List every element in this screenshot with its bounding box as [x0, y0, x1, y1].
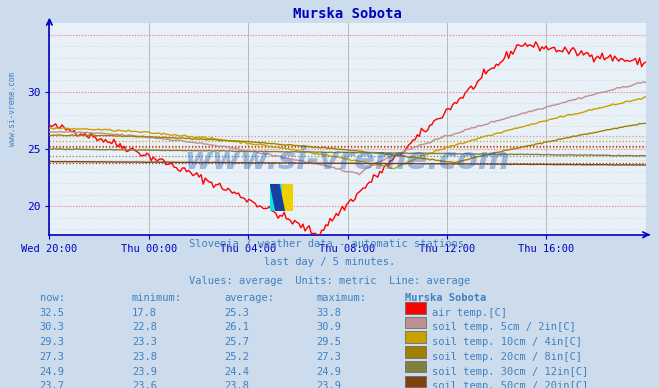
Polygon shape [270, 184, 285, 211]
Text: 22.8: 22.8 [132, 322, 157, 333]
Text: 25.3: 25.3 [224, 308, 249, 318]
Text: 24.9: 24.9 [316, 367, 341, 377]
Text: Slovenia / weather data - automatic stations.: Slovenia / weather data - automatic stat… [189, 239, 470, 249]
Text: 25.7: 25.7 [224, 337, 249, 347]
Text: www.si-vreme.com: www.si-vreme.com [185, 146, 511, 175]
Bar [282, 184, 293, 211]
Text: 24.9: 24.9 [40, 367, 65, 377]
Text: minimum:: minimum: [132, 293, 182, 303]
Text: 24.4: 24.4 [224, 367, 249, 377]
Text: Murska Sobota: Murska Sobota [405, 293, 486, 303]
Text: Values: average  Units: metric  Line: average: Values: average Units: metric Line: aver… [189, 276, 470, 286]
Title: Murska Sobota: Murska Sobota [293, 7, 402, 21]
Text: 33.8: 33.8 [316, 308, 341, 318]
Text: 23.9: 23.9 [132, 367, 157, 377]
Text: 23.9: 23.9 [316, 381, 341, 388]
Text: 23.8: 23.8 [132, 352, 157, 362]
Text: now:: now: [40, 293, 65, 303]
Text: 23.8: 23.8 [224, 381, 249, 388]
Text: 29.3: 29.3 [40, 337, 65, 347]
Text: 27.3: 27.3 [40, 352, 65, 362]
Text: 27.3: 27.3 [316, 352, 341, 362]
Text: maximum:: maximum: [316, 293, 366, 303]
Text: soil temp. 5cm / 2in[C]: soil temp. 5cm / 2in[C] [432, 322, 575, 333]
Text: last day / 5 minutes.: last day / 5 minutes. [264, 257, 395, 267]
Text: 23.7: 23.7 [40, 381, 65, 388]
Text: 25.2: 25.2 [224, 352, 249, 362]
Text: soil temp. 20cm / 8in[C]: soil temp. 20cm / 8in[C] [432, 352, 582, 362]
Text: air temp.[C]: air temp.[C] [432, 308, 507, 318]
Text: 26.1: 26.1 [224, 322, 249, 333]
Text: www.si-vreme.com: www.si-vreme.com [8, 72, 17, 146]
Text: 30.3: 30.3 [40, 322, 65, 333]
Text: average:: average: [224, 293, 274, 303]
Text: soil temp. 30cm / 12in[C]: soil temp. 30cm / 12in[C] [432, 367, 588, 377]
Text: 30.9: 30.9 [316, 322, 341, 333]
Text: 32.5: 32.5 [40, 308, 65, 318]
Bar [270, 184, 282, 211]
Text: 17.8: 17.8 [132, 308, 157, 318]
Text: soil temp. 10cm / 4in[C]: soil temp. 10cm / 4in[C] [432, 337, 582, 347]
Text: 29.5: 29.5 [316, 337, 341, 347]
Text: 23.3: 23.3 [132, 337, 157, 347]
Text: soil temp. 50cm / 20in[C]: soil temp. 50cm / 20in[C] [432, 381, 588, 388]
Text: 23.6: 23.6 [132, 381, 157, 388]
